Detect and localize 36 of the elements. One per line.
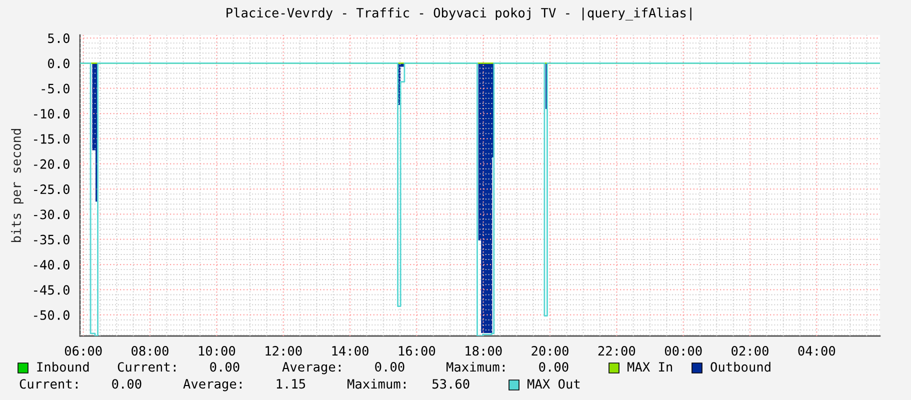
legend-label: Inbound <box>37 362 89 372</box>
y-tick-label: -15.0 <box>34 134 70 144</box>
text: Maximum: 0.00 <box>446 362 568 372</box>
y-tick-label: 0.0 <box>48 58 70 68</box>
y-tick-label: -40.0 <box>34 260 70 270</box>
legend-label: MAX In <box>628 362 672 372</box>
text: Maximum: 53.60 <box>348 378 470 389</box>
y-tick-label: -45.0 <box>34 285 70 295</box>
text: Current: 0.00 <box>20 379 142 389</box>
chart-title: Placice-Vevrdy - Traffic - Obyvaci pokoj TV - |query_ifAlias| <box>226 8 692 20</box>
y-tick-label: -35.0 <box>34 234 70 244</box>
x-tick-label: 14:00 <box>332 346 368 356</box>
legend-label: MAX Out <box>528 379 580 389</box>
x-tick-label: 20:00 <box>532 346 568 356</box>
x-tick-label: 00:00 <box>664 346 702 356</box>
x-tick-label: 22:00 <box>598 346 636 356</box>
y-tick-label: -20.0 <box>34 159 70 169</box>
x-tick-label: 10:00 <box>198 346 236 356</box>
text: Current: 0.00 <box>118 362 240 372</box>
legend-label: Outbound <box>710 362 770 372</box>
text: Average: 1.15 <box>183 379 306 392</box>
x-tick-label: 08:00 <box>132 346 168 356</box>
y-axis-title: bits per second <box>11 128 24 242</box>
y-tick-label: -10.0 <box>34 108 70 119</box>
y-tick-label: -25.0 <box>34 184 70 194</box>
x-tick-label: 06:00 <box>64 346 102 356</box>
text: Average: 0.00 <box>282 362 404 374</box>
y-tick-label: -50.0 <box>34 310 70 320</box>
y-tick-label: -30.0 <box>34 210 70 220</box>
x-tick-label: 18:00 <box>466 346 502 356</box>
y-tick-label: -5.0 <box>42 84 70 94</box>
x-tick-label: 02:00 <box>732 346 768 356</box>
x-tick-label: 12:00 <box>266 346 302 356</box>
y-tick-label: 5.0 <box>48 33 70 44</box>
x-tick-label: 04:00 <box>798 346 836 356</box>
x-tick-label: 16:00 <box>398 346 436 356</box>
